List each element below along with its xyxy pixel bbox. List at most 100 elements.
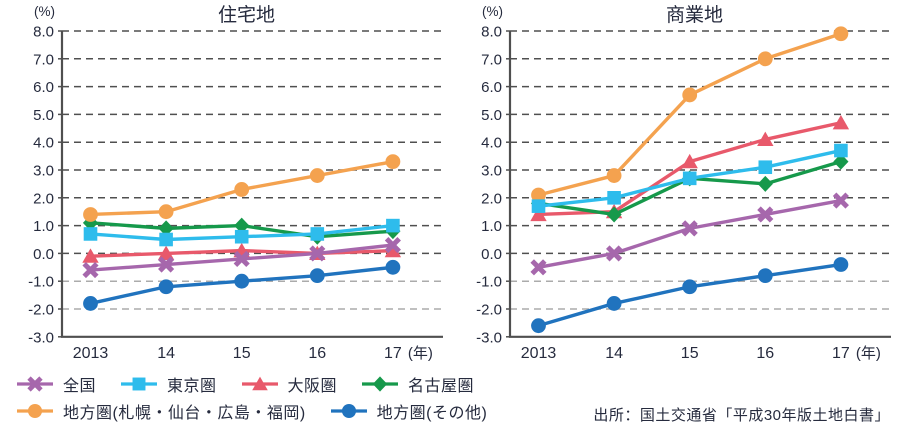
x-tick-label: 16	[308, 345, 326, 362]
y-tick-label: 0.0	[481, 246, 502, 263]
y-tick-label: 4.0	[33, 135, 54, 152]
chart-title: 商業地	[666, 4, 723, 26]
x-marker-icon	[757, 206, 774, 223]
triangle-marker-icon	[681, 153, 698, 169]
y-tick-label: 3.0	[481, 163, 502, 180]
legend-item-label: 大阪圏	[287, 378, 338, 395]
square-marker-icon	[682, 171, 697, 186]
y-unit-label: (%)	[34, 4, 55, 19]
x-tick-label: 16	[756, 345, 774, 362]
square-marker-icon	[834, 143, 848, 158]
legend-item-label: 名古屋圏	[408, 378, 475, 395]
y-tick-label: -2.0	[28, 302, 54, 319]
circle-marker-icon	[682, 87, 698, 103]
circle-marker-icon	[606, 168, 622, 183]
diamond-marker-icon	[757, 175, 773, 192]
circle-marker-icon	[833, 26, 849, 42]
x-tick-label: 14	[157, 345, 175, 362]
legend-item-label: 地方圏(その他)	[376, 405, 488, 422]
circle-marker-icon	[158, 204, 174, 220]
y-tick-label: 2.0	[33, 190, 54, 207]
x-tick-label: 15	[233, 345, 251, 362]
x-tick-label: 14	[605, 345, 623, 362]
legend-row: 全国 東京圏 大阪圏 名古屋圏	[16, 371, 487, 397]
y-tick-label: 2.0	[481, 190, 502, 207]
legend-item-label: 東京圏	[167, 378, 217, 395]
circle-marker-icon	[234, 273, 250, 289]
series-1	[531, 143, 848, 213]
x-marker-icon	[27, 376, 43, 392]
series-5	[83, 259, 401, 311]
square-marker-icon	[310, 227, 325, 241]
y-tick-label: 6.0	[33, 79, 54, 96]
square-marker-icon	[607, 191, 621, 205]
triangle-marker-icon	[157, 245, 175, 260]
chart-commercial: 8.0 7.0 6.0 5.0 4.0 3.0 2.0 1.0 0.0 -1.0 -2.0 -3.0 (…	[476, 4, 891, 362]
legend-item-label: 全国	[63, 378, 97, 395]
source-citation: 出所：国土交通省「平成30年版土地白書」	[593, 407, 890, 424]
y-tick-label: 8.0	[33, 24, 54, 41]
legend-marker	[17, 403, 53, 419]
chart-title: 住宅地	[218, 4, 275, 26]
circle-marker-icon	[158, 279, 174, 295]
circle-marker-icon	[234, 182, 250, 197]
legend-marker	[17, 376, 53, 392]
x-marker-icon	[82, 262, 99, 279]
x-marker-icon	[384, 236, 401, 254]
y-tick-label: 8.0	[481, 24, 502, 41]
legend-row: 地方圏(札幌・仙台・広島・福岡) 地方圏(その他)	[16, 398, 487, 424]
x-marker-icon	[309, 245, 326, 262]
circle-marker-icon	[531, 318, 546, 334]
y-tick-label: 7.0	[33, 51, 54, 68]
line-charts-canvas: 8.0 7.0 6.0 5.0 4.0 3.0 2.0 1.0 0.0 -1.0 -2.0 -3.0 (…	[28, 4, 891, 362]
x-tick-label: 2013	[73, 345, 109, 362]
square-marker-icon	[159, 232, 173, 247]
series-0	[82, 236, 401, 279]
legend-marker	[121, 377, 158, 391]
x-marker-icon	[530, 259, 547, 276]
circle-marker-icon	[606, 296, 622, 311]
series-line	[538, 262, 842, 328]
circle-marker-icon	[341, 403, 356, 419]
x-tick-label: 2013	[521, 345, 557, 362]
y-tick-label: -1.0	[28, 274, 54, 291]
y-tick-label: 3.0	[33, 163, 54, 180]
legend-marker	[362, 376, 399, 392]
square-marker-icon	[531, 199, 546, 213]
y-tick-label: -1.0	[476, 274, 502, 291]
triangle-marker-icon	[251, 376, 268, 391]
circle-marker-icon	[682, 279, 698, 295]
square-marker-icon	[758, 160, 773, 175]
series-4	[83, 154, 401, 222]
triangle-marker-icon	[384, 242, 402, 258]
x-tick-label: 15	[681, 345, 699, 362]
series-4	[531, 26, 849, 203]
x-axis-suffix: (年)	[856, 345, 881, 362]
series-5	[531, 257, 849, 334]
y-tick-label: 1.0	[33, 218, 54, 235]
triangle-marker-icon	[530, 206, 547, 222]
circle-marker-icon	[83, 296, 98, 311]
legend-item: 大阪圏	[241, 372, 338, 396]
x-tick-label: 17	[832, 345, 850, 362]
circle-marker-icon	[27, 403, 43, 419]
x-marker-icon	[233, 250, 250, 268]
x-marker-icon	[681, 220, 698, 237]
triangle-marker-icon	[757, 131, 774, 147]
legend: 全国 東京圏 大阪圏 名古屋圏地方圏(札幌・仙台・広島・福岡) 地方圏(その他)	[16, 371, 487, 424]
square-marker-icon	[386, 218, 400, 233]
series-0	[530, 192, 849, 276]
legend-item-label: 地方圏(札幌・仙台・広島・福岡)	[63, 405, 306, 422]
diamond-marker-icon	[372, 376, 388, 392]
triangle-marker-icon	[832, 114, 850, 130]
legend-item: 地方圏(その他)	[330, 399, 488, 423]
axis	[508, 31, 891, 338]
y-tick-label: 6.0	[481, 79, 502, 96]
y-tick-label: -3.0	[28, 329, 54, 346]
y-tick-label: -3.0	[476, 329, 502, 346]
circle-marker-icon	[833, 257, 849, 272]
diamond-marker-icon	[158, 220, 174, 237]
circle-marker-icon	[385, 154, 401, 170]
legend-marker	[330, 403, 367, 419]
